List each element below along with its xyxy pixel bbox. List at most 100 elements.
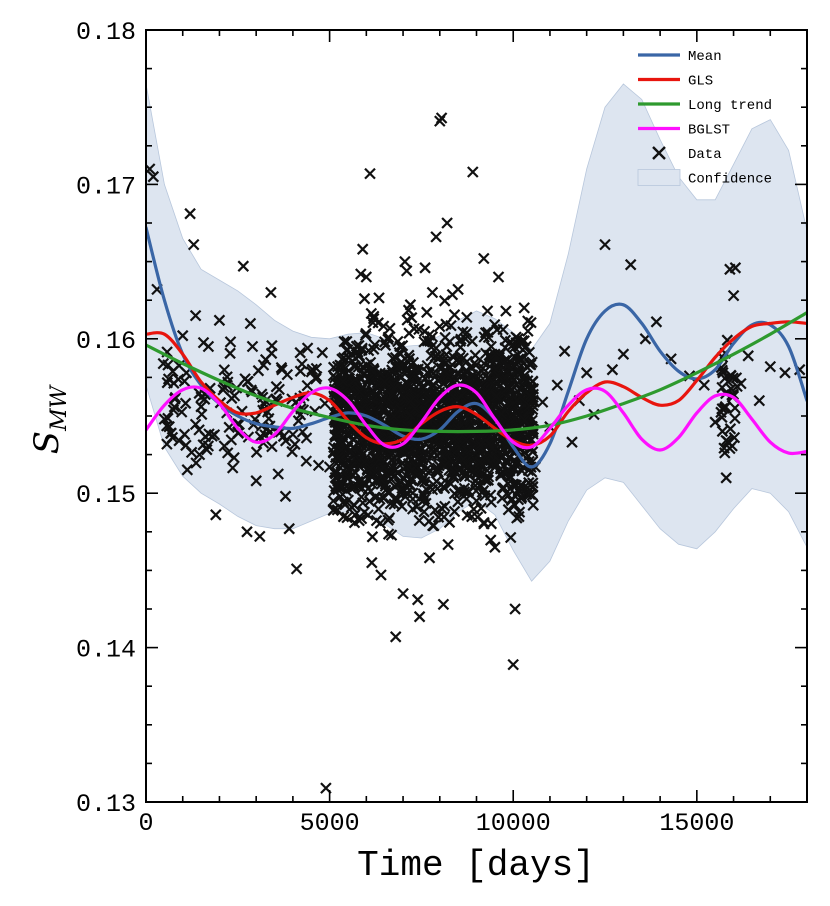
data-point [456,390,468,402]
data-point [421,306,433,319]
data-point [489,541,501,553]
y-tick-label: 0.18 [76,18,136,47]
data-point [369,339,381,351]
data-point [176,329,189,342]
data-point [167,404,180,416]
data-point [366,556,378,569]
data-point [359,478,372,491]
data-point [524,390,536,402]
data-point [279,490,292,503]
data-point [411,593,424,606]
data-point [513,506,526,518]
data-point [518,302,530,314]
data-point [286,445,298,458]
data-point [217,384,229,396]
data-point [425,349,437,362]
data-point [350,425,362,438]
data-point [417,471,430,484]
data-point [418,506,430,518]
data-point [489,348,501,361]
data-point [433,361,445,374]
x-tick-label: 10000 [476,809,551,838]
data-point [442,538,454,551]
data-point [566,436,578,448]
data-point [434,441,446,454]
data-point [193,448,206,461]
data-point [448,309,461,321]
data-point [514,375,526,387]
data-point [551,379,564,391]
data-point [403,379,416,391]
data-point [266,440,278,453]
data-point [457,453,469,465]
data-point [503,470,516,482]
data-point [471,456,484,468]
x-axis-label: Time [days] [357,845,595,886]
data-point [779,367,791,379]
data-point [753,394,766,407]
data-point [342,472,354,484]
data-point [470,495,483,507]
data-point [515,491,528,503]
data-point [396,500,408,513]
data-point [374,367,386,379]
legend-label-gls: GLS [688,74,713,90]
data-point [316,346,329,359]
data-point [393,360,405,373]
data-point [232,417,244,430]
data-point [161,438,173,450]
data-point [445,478,457,490]
data-point [494,469,507,482]
data-point [509,603,521,615]
series-line-gls [146,320,807,448]
data-point [511,512,523,524]
data-point [367,394,379,406]
data-point [328,441,340,454]
data-point [526,375,539,387]
data-point [500,305,512,317]
data-point [373,292,385,304]
data-point [337,387,349,399]
data-point [416,381,429,394]
y-tick-label: 0.16 [76,327,136,356]
data-point [254,530,266,543]
data-point [408,449,421,462]
data-point [385,529,398,541]
data-point [508,412,521,425]
data-point [450,393,462,406]
data-point [403,327,415,339]
data-point [158,413,171,425]
data-point [418,336,430,348]
data-point [162,373,175,385]
data-point [624,258,637,271]
data-point [462,485,475,497]
y-axis-label-sub: MW [47,383,72,432]
data-point [480,474,492,487]
data-point [437,598,450,611]
data-point [418,493,431,506]
data-point [452,356,465,369]
data-point [224,336,237,348]
data-point [187,238,200,251]
data-point [332,451,344,463]
legend-swatch-confidence [637,169,681,186]
legend-label-confidence: Confidence [688,172,772,188]
data-point [372,503,385,515]
data-point [300,432,313,444]
data-point [439,365,451,378]
data-point [175,406,188,418]
data-point [344,461,357,473]
data-point [432,511,445,523]
series-lines [146,226,807,469]
legend-label-bglst: BGLST [688,123,730,139]
data-point [484,534,497,546]
data-point [466,335,478,348]
data-point [390,454,402,466]
legend: Mean GLS Long trend BGLST Data Confidence [637,49,772,188]
data-point [523,358,536,370]
data-point [445,319,457,332]
data-point [365,462,377,474]
data-point [522,325,534,337]
data-point [393,346,406,359]
data-point [742,350,754,362]
